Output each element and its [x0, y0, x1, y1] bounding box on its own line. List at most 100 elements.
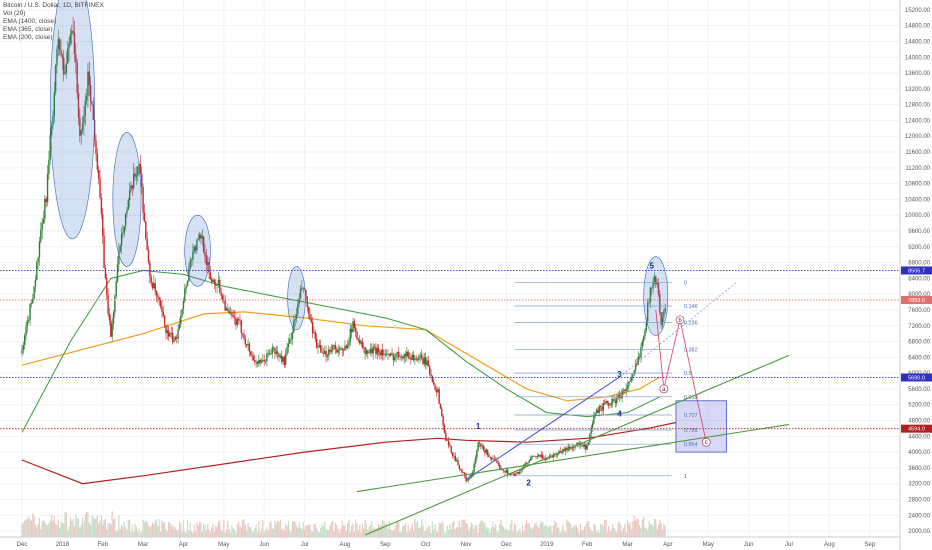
volume-bar — [655, 518, 657, 537]
candle-body — [290, 339, 292, 340]
volume-bar — [42, 519, 45, 537]
price-tag-label: 5690.0 — [908, 375, 925, 381]
candle-body — [252, 356, 255, 360]
candle-body — [637, 356, 639, 365]
candle-body — [624, 389, 626, 392]
volume-bar — [145, 521, 147, 537]
candle-body — [424, 357, 427, 365]
y-tick-label: 13200.00 — [905, 87, 931, 93]
candle-body — [442, 416, 444, 426]
volume-bar — [430, 532, 432, 537]
y-tick-label: 15200.00 — [905, 8, 931, 14]
volume-bar — [575, 525, 577, 537]
candle-body — [298, 298, 300, 304]
volume-bar — [632, 521, 634, 537]
volume-bar — [98, 523, 100, 537]
volume-bar — [558, 527, 560, 537]
volume-bar — [242, 519, 244, 537]
candle-body — [583, 444, 586, 447]
volume-bar — [217, 521, 220, 537]
wave-label: 1 — [476, 422, 481, 431]
volume-bar — [159, 531, 162, 537]
candle-body — [297, 303, 299, 315]
volume-bar — [570, 524, 572, 537]
candle-body — [546, 458, 548, 461]
candle-body — [638, 356, 641, 358]
volume-bar — [285, 523, 287, 537]
candle-body — [132, 173, 135, 189]
fib-level-label: 0.382 — [684, 347, 698, 353]
volume-bar — [238, 521, 240, 537]
volume-bar — [184, 531, 186, 537]
volume-bar — [309, 524, 311, 537]
volume-bar — [258, 521, 260, 537]
volume-bar — [256, 532, 259, 537]
candle-body — [320, 345, 322, 352]
volume-bar — [636, 518, 638, 537]
candle-body — [167, 330, 170, 337]
candle-body — [92, 104, 95, 120]
candle-body — [632, 373, 634, 379]
candle-body — [523, 464, 525, 469]
candle-body — [149, 262, 151, 277]
candle-body — [190, 259, 193, 261]
volume-bar — [652, 525, 654, 537]
volume-bar — [643, 516, 645, 537]
candle-body — [79, 117, 81, 136]
volume-bar — [312, 531, 314, 537]
volume-bar — [396, 521, 399, 537]
volume-bar — [281, 529, 283, 537]
volume-bar — [474, 525, 477, 537]
volume-bar — [94, 518, 96, 537]
candle-body — [657, 282, 660, 295]
candle-body — [209, 272, 212, 279]
volume-bar — [622, 527, 625, 537]
volume-bar — [458, 520, 460, 537]
candle-body — [655, 276, 657, 285]
volume-bar — [400, 532, 403, 537]
candle-body — [163, 315, 166, 326]
candle-body — [539, 455, 541, 457]
volume-bar — [207, 524, 209, 537]
candle-body — [33, 286, 35, 299]
volume-bar — [102, 525, 104, 537]
volume-bar — [586, 521, 588, 537]
candle-body — [572, 447, 575, 449]
candle-body — [155, 290, 158, 295]
candle-body — [473, 463, 475, 472]
candle-body — [213, 279, 216, 284]
candle-body — [272, 347, 275, 349]
price-tag — [901, 373, 932, 382]
candle-body — [415, 358, 417, 360]
volume-bar — [663, 524, 665, 537]
volume-bar — [542, 522, 544, 537]
volume-bar — [581, 530, 583, 537]
candle-body — [459, 468, 462, 470]
volume-bar — [555, 522, 557, 537]
candle-body — [641, 341, 644, 348]
candle-body — [268, 353, 271, 355]
volume-bar — [325, 528, 327, 537]
candle-body — [68, 43, 70, 48]
candle-body — [376, 348, 378, 355]
highlight-ellipse — [643, 256, 669, 336]
candle-body — [519, 470, 521, 474]
volume-bar — [92, 516, 94, 537]
volume-bar — [383, 521, 385, 537]
volume-bar — [122, 527, 124, 537]
volume-bar — [322, 526, 325, 537]
candle-body — [110, 320, 112, 337]
volume-bar — [408, 531, 411, 537]
candle-body — [239, 319, 241, 321]
volume-bar — [485, 527, 487, 537]
candle-body — [443, 425, 446, 434]
candle-body — [636, 363, 638, 365]
volume-bar — [56, 524, 58, 537]
volume-bar — [465, 523, 467, 537]
volume-bar — [334, 522, 337, 537]
volume-bar — [491, 527, 493, 537]
volume-bar — [25, 518, 27, 537]
fib-level-label: 0.146 — [684, 304, 698, 310]
candle-body — [381, 349, 384, 356]
